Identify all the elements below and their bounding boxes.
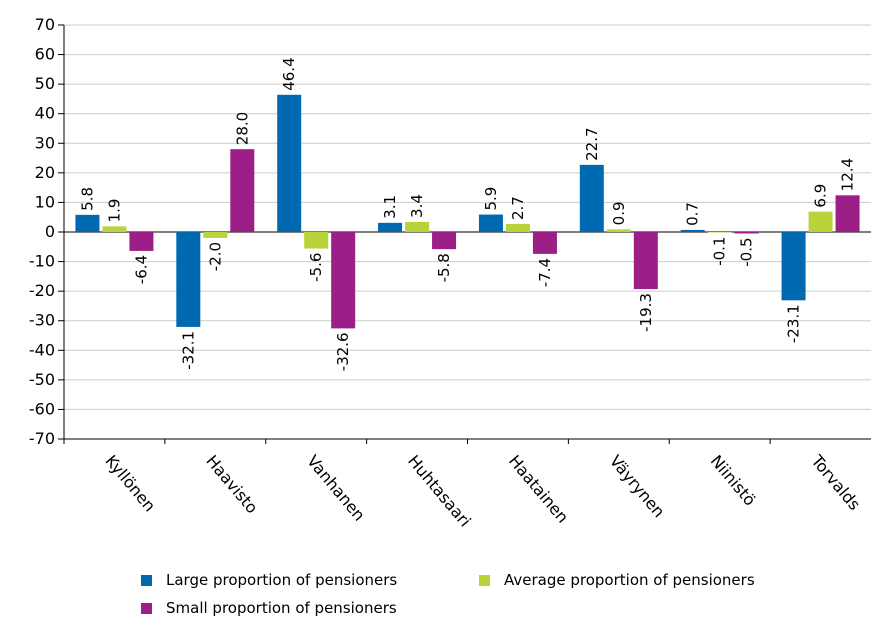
legend-label-small: Small proportion of pensioners — [166, 599, 397, 617]
bar — [808, 211, 833, 232]
bar — [75, 214, 100, 232]
bar — [707, 232, 732, 233]
legend-item-large: Large proportion of pensioners — [141, 571, 397, 589]
x-tick-label: Haavisto — [202, 451, 262, 517]
legend-label-average: Average proportion of pensioners — [504, 571, 755, 589]
y-tick-label: 0 — [45, 222, 55, 241]
legend-swatch-large — [141, 574, 152, 586]
bar-chart: 70 60 50 40 30 20 10 0 -10 -20 -30 -40 -50 -60 -70 Kyll… — [29, 15, 871, 530]
data-label: 6.9 — [812, 184, 830, 208]
bar — [304, 232, 329, 249]
data-label: 0.9 — [610, 201, 628, 225]
y-tick-label: -40 — [29, 340, 55, 359]
x-tick-label: Kyllönen — [101, 451, 159, 515]
y-tick-label: 60 — [35, 45, 55, 64]
x-tick-label: Haatainen — [505, 451, 572, 526]
data-label: 5.9 — [482, 187, 500, 211]
legend-item-average: Average proportion of pensioners — [479, 571, 755, 589]
bar — [277, 94, 302, 232]
x-tick-label: Torvalds — [807, 451, 864, 514]
bar — [734, 232, 759, 234]
bar — [230, 149, 255, 232]
y-tick-label: -50 — [29, 370, 55, 389]
data-label: 22.7 — [583, 127, 601, 160]
legend-swatch-average — [479, 574, 490, 586]
x-tick-label: Niinistö — [707, 451, 760, 509]
data-label: 2.7 — [509, 196, 527, 220]
bar — [176, 232, 201, 327]
bar — [781, 232, 806, 301]
y-tick-label: -60 — [29, 399, 55, 418]
y-tick-label: 10 — [35, 192, 55, 211]
bar — [835, 195, 860, 232]
x-tick-label: Vanhanen — [303, 451, 369, 524]
bar — [606, 229, 631, 232]
data-label: -0.5 — [738, 237, 756, 266]
bar — [203, 232, 228, 238]
data-label: -5.6 — [307, 253, 325, 282]
bar — [680, 229, 705, 232]
bar — [432, 232, 457, 250]
x-tick-label: Huhtasaari — [404, 451, 475, 530]
data-label: -5.8 — [435, 253, 453, 282]
data-label: 46.4 — [280, 57, 298, 90]
bar — [405, 221, 430, 232]
data-label: -6.4 — [132, 255, 150, 284]
legend-swatch-small — [141, 602, 152, 614]
y-tick-label: 70 — [35, 15, 55, 34]
y-tick-label: -70 — [29, 429, 55, 448]
bar — [532, 232, 557, 254]
data-label: -0.1 — [711, 237, 729, 266]
bar — [505, 224, 530, 232]
data-label: -32.6 — [334, 332, 352, 371]
bar — [633, 232, 658, 290]
bar — [579, 164, 604, 232]
data-label: 28.0 — [233, 112, 251, 145]
y-tick-label: 40 — [35, 104, 55, 123]
data-label: 0.7 — [684, 202, 702, 226]
bar — [102, 226, 127, 232]
data-label: -32.1 — [179, 331, 197, 370]
data-label: -2.0 — [206, 242, 224, 271]
bar — [331, 232, 356, 329]
bar — [378, 222, 403, 232]
y-tick-label: 50 — [35, 74, 55, 93]
data-label: 3.4 — [408, 194, 426, 218]
y-tick-label: -30 — [29, 311, 55, 330]
bar — [478, 214, 503, 232]
y-tick-label: 20 — [35, 163, 55, 182]
data-label: -7.4 — [536, 258, 554, 287]
data-label: 3.1 — [381, 195, 399, 219]
y-tick-label: -10 — [29, 252, 55, 271]
bar — [129, 232, 154, 251]
y-tick-label: -20 — [29, 281, 55, 300]
data-label: 1.9 — [105, 199, 123, 223]
data-label: 5.8 — [78, 187, 96, 211]
x-tick-label: Väyrynen — [606, 451, 669, 521]
legend-label-large: Large proportion of pensioners — [166, 571, 398, 589]
legend-item-small: Small proportion of pensioners — [141, 599, 397, 617]
y-tick-label: 30 — [35, 133, 55, 152]
data-label: -19.3 — [637, 293, 655, 332]
data-label: 12.4 — [839, 158, 857, 191]
data-label: -23.1 — [785, 304, 803, 343]
